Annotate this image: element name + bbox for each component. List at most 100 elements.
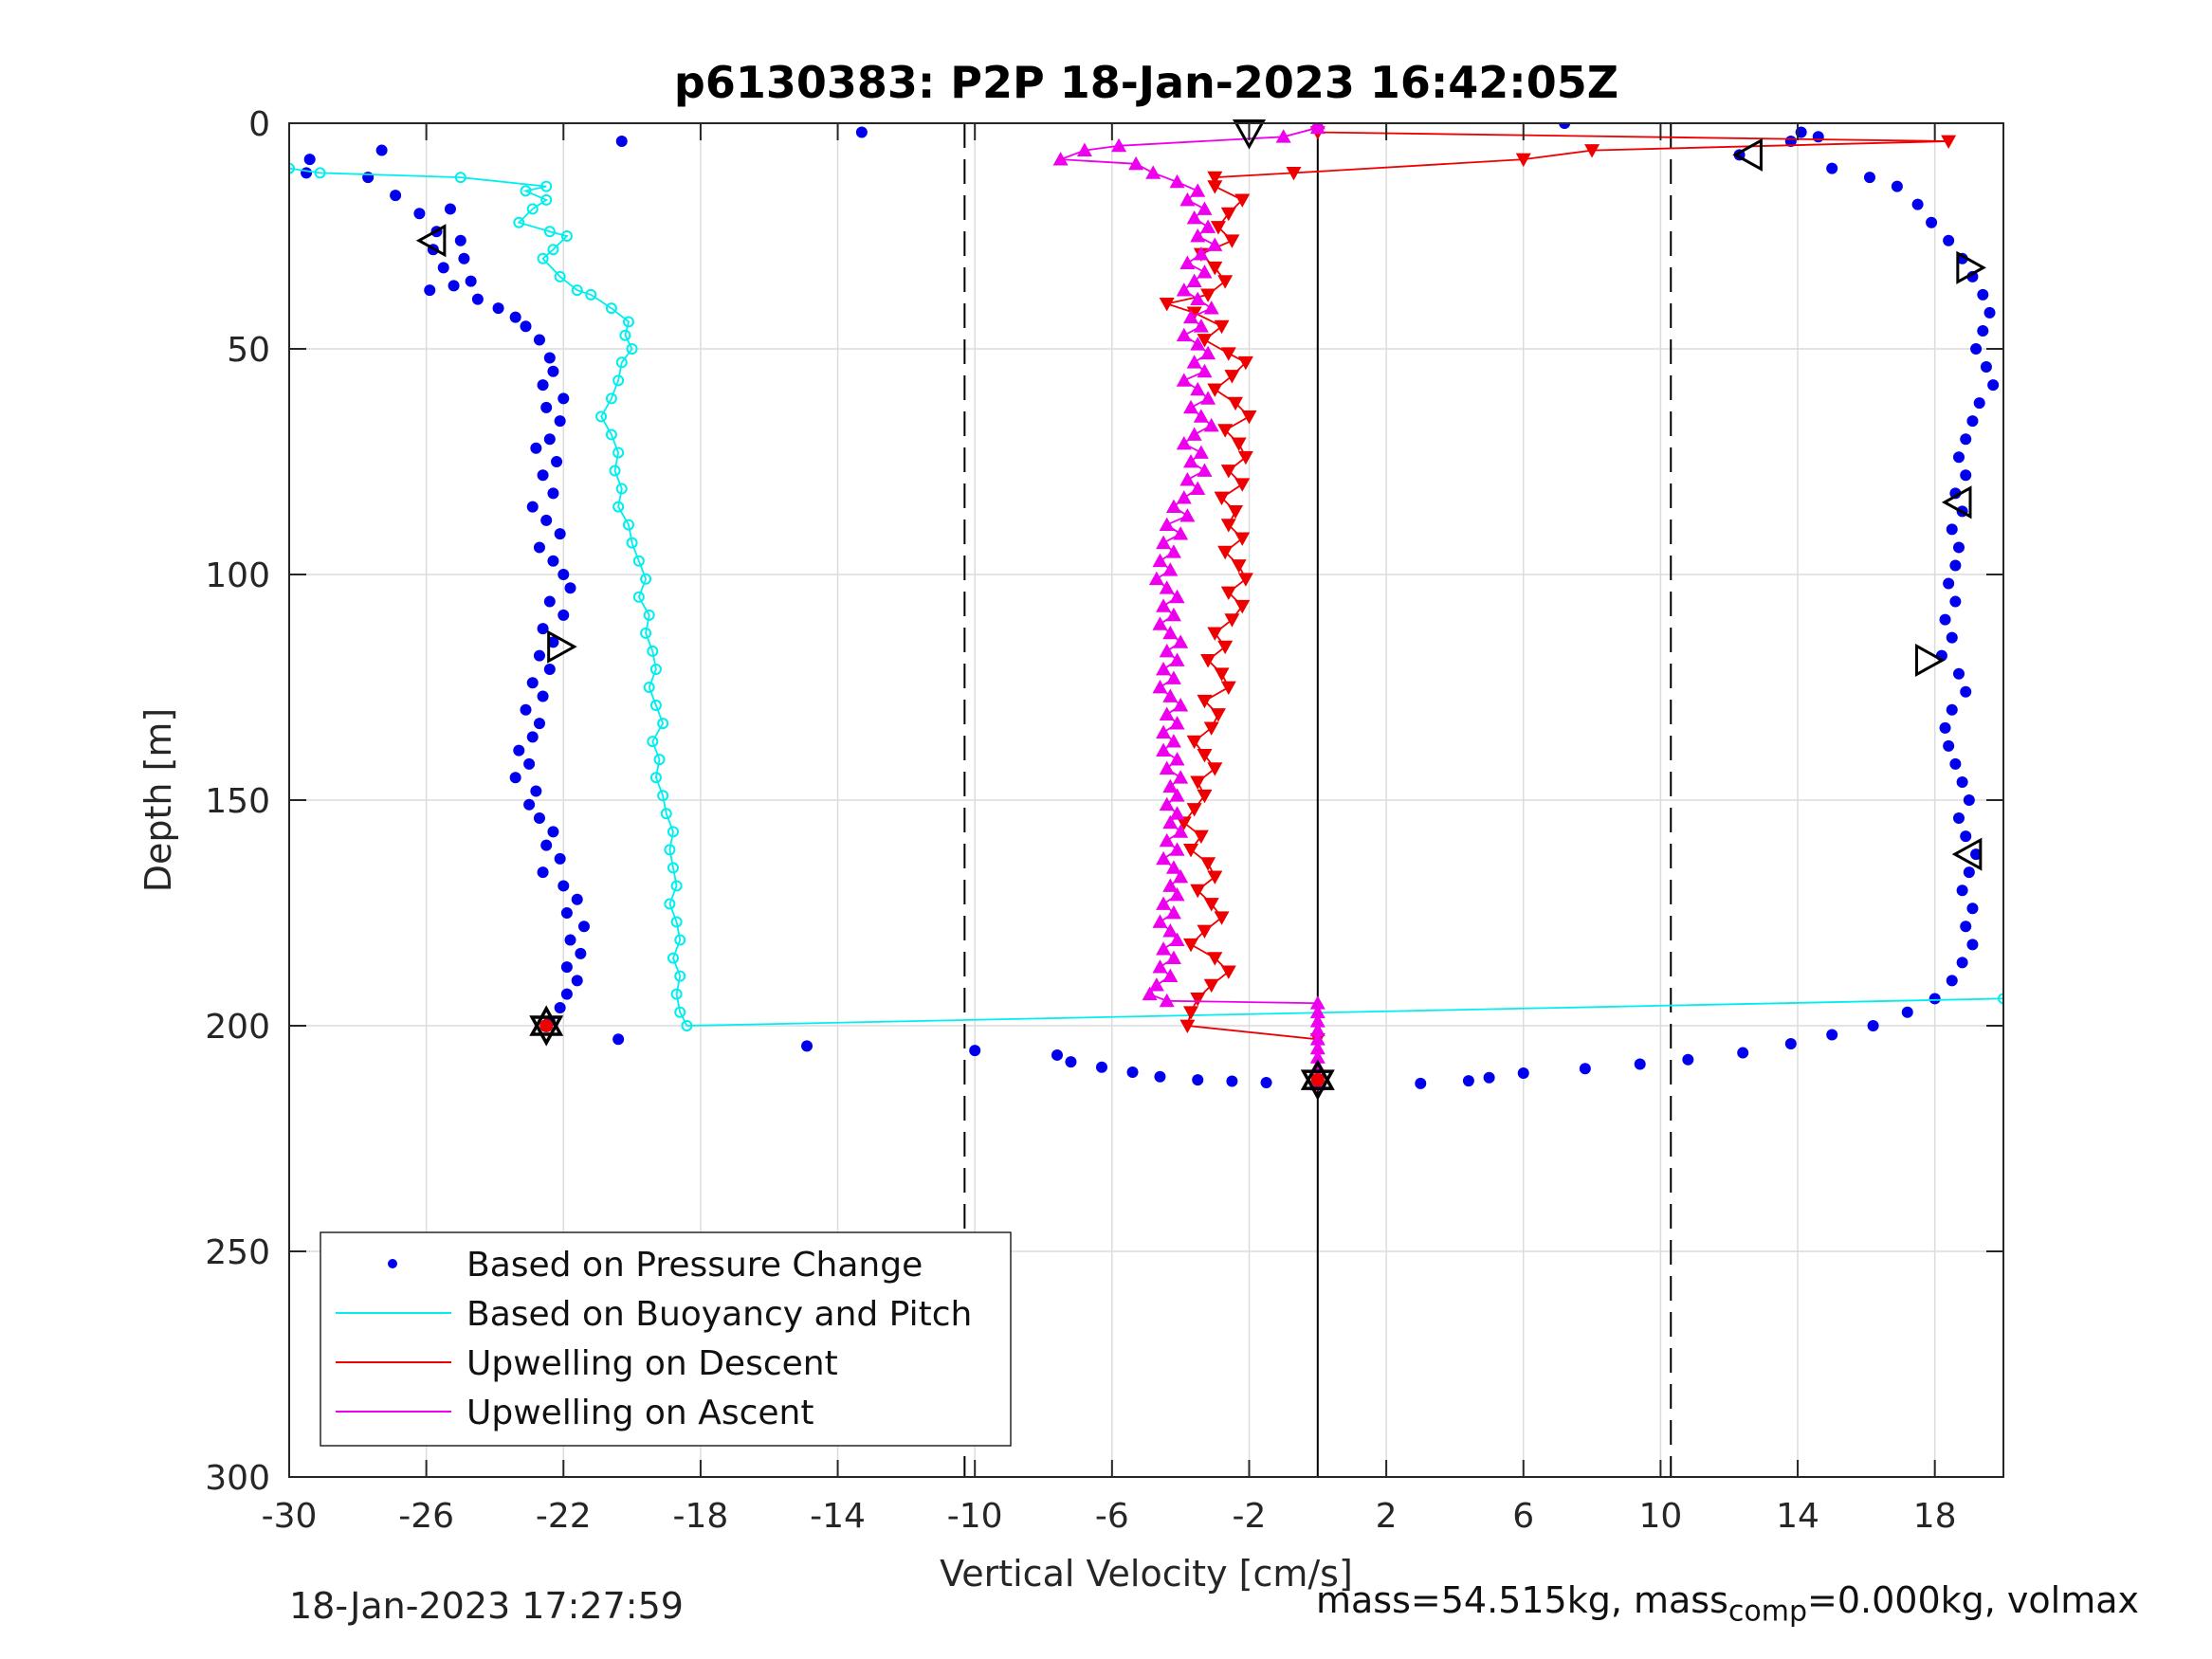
descent-point [1217,545,1234,560]
buoyancy-point [622,316,634,328]
pressure-point [551,456,563,467]
pressure-point [537,469,549,482]
descent-point [1217,640,1234,655]
ascent-point [1162,923,1179,938]
ascent-point [1197,264,1213,279]
pressure-point [1956,775,1968,788]
open-triangle-marker [547,629,577,664]
ascent-point [1165,734,1181,748]
x-tick-label: -6 [1095,1497,1129,1536]
pressure-point [1973,397,1985,410]
pressure-point [537,690,549,702]
pressure-point [1812,131,1824,143]
descent-point [1220,519,1236,533]
legend: Based on Pressure Change Based on Buoyan… [320,1231,1012,1447]
pressure-point [1559,123,1571,129]
chart-title: p6130383: P2P 18-Jan-2023 16:42:05Z [674,57,1618,108]
buoyancy-point [543,226,556,238]
buoyancy-point [667,826,679,838]
ascent-point [1169,886,1185,902]
ascent-point [1162,625,1179,640]
endpoint-marker-center [539,1019,554,1032]
legend-label-buoyancy: Based on Buoyancy and Pitch [466,1295,972,1334]
descent-point [1515,153,1531,168]
ascent-point [1183,399,1199,414]
descent-point [1214,491,1230,506]
descent-point [1207,180,1223,194]
ascent-point [1165,544,1181,558]
buoyancy-point [667,952,679,964]
pressure-point [465,275,477,287]
buoyancy-point [643,609,655,621]
ascent-point [1173,770,1189,784]
buoyancy-point [615,356,628,369]
ascent-point [1052,152,1069,166]
y-tick-label: 200 [205,1008,270,1047]
ascent-point [1193,319,1209,333]
ascent-point [1156,598,1172,612]
descent-point [1200,857,1216,871]
pressure-point [437,262,449,274]
buoyancy-point [615,483,628,495]
endpoint-marker-up [529,1005,564,1036]
ascent-point [1190,481,1206,495]
descent-point [1203,898,1219,912]
ascent-point [1193,445,1209,459]
descent-point [1197,924,1213,939]
x-tick-label: -14 [810,1497,866,1536]
open-triangle-marker [1914,643,1946,677]
descent-point [1190,775,1206,790]
pressure-point [554,852,566,865]
descent-point [1214,319,1230,335]
ascent-point [1173,824,1189,838]
ascent-point [1159,706,1175,720]
buoyancy-point [605,302,617,315]
ascent-point [1169,589,1185,604]
descent-point [1217,275,1234,289]
ascent-point [1207,237,1223,251]
buoyancy-point [674,934,686,946]
ascent-point [1193,246,1209,261]
pressure-point [533,541,545,554]
ascent-point [1190,228,1206,243]
buoyancy-point [1998,993,2003,1005]
pressure-point [1949,757,1962,770]
pressure-point [1154,1070,1166,1083]
ascent-point [1173,526,1189,540]
descent-point [1200,654,1216,668]
buoyancy-point [643,682,655,693]
marker-layer [415,119,1986,1101]
pressure-point [612,1033,625,1046]
ascent-point [1169,842,1185,856]
buoyancy-point [612,501,625,513]
ascent-point [1111,137,1127,153]
open-triangle-marker [1956,250,1986,284]
x-tick-label: -2 [1233,1497,1267,1536]
pressure-point [1939,613,1951,626]
pressure-point [471,293,484,305]
ascent-point [1309,1013,1325,1028]
ascent-point [1183,454,1199,468]
pressure-point [547,636,559,648]
legend-label-pressure: Based on Pressure Change [466,1246,923,1285]
buoyancy-point [640,627,652,639]
ascent-point [1169,806,1185,820]
ascent-point [1179,508,1196,522]
pressure-point [1517,1066,1529,1079]
descent-point [1183,938,1199,953]
ascent-point [1179,472,1196,486]
pressure-point [1901,1006,1913,1018]
pressure-point [554,1001,566,1013]
ascent-point [1159,760,1175,775]
ascent-point [1190,381,1206,396]
ascent-point [1156,661,1172,676]
descent-point [1193,830,1209,845]
pressure-point [1956,957,1968,969]
pressure-point [1826,162,1838,174]
ascent-point [1156,941,1172,956]
pressure-point [1737,1047,1749,1059]
buoyancy-point [670,988,683,1000]
pressure-point [1970,848,1983,861]
pressure-point [523,798,536,811]
pressure-point [1952,812,1965,825]
